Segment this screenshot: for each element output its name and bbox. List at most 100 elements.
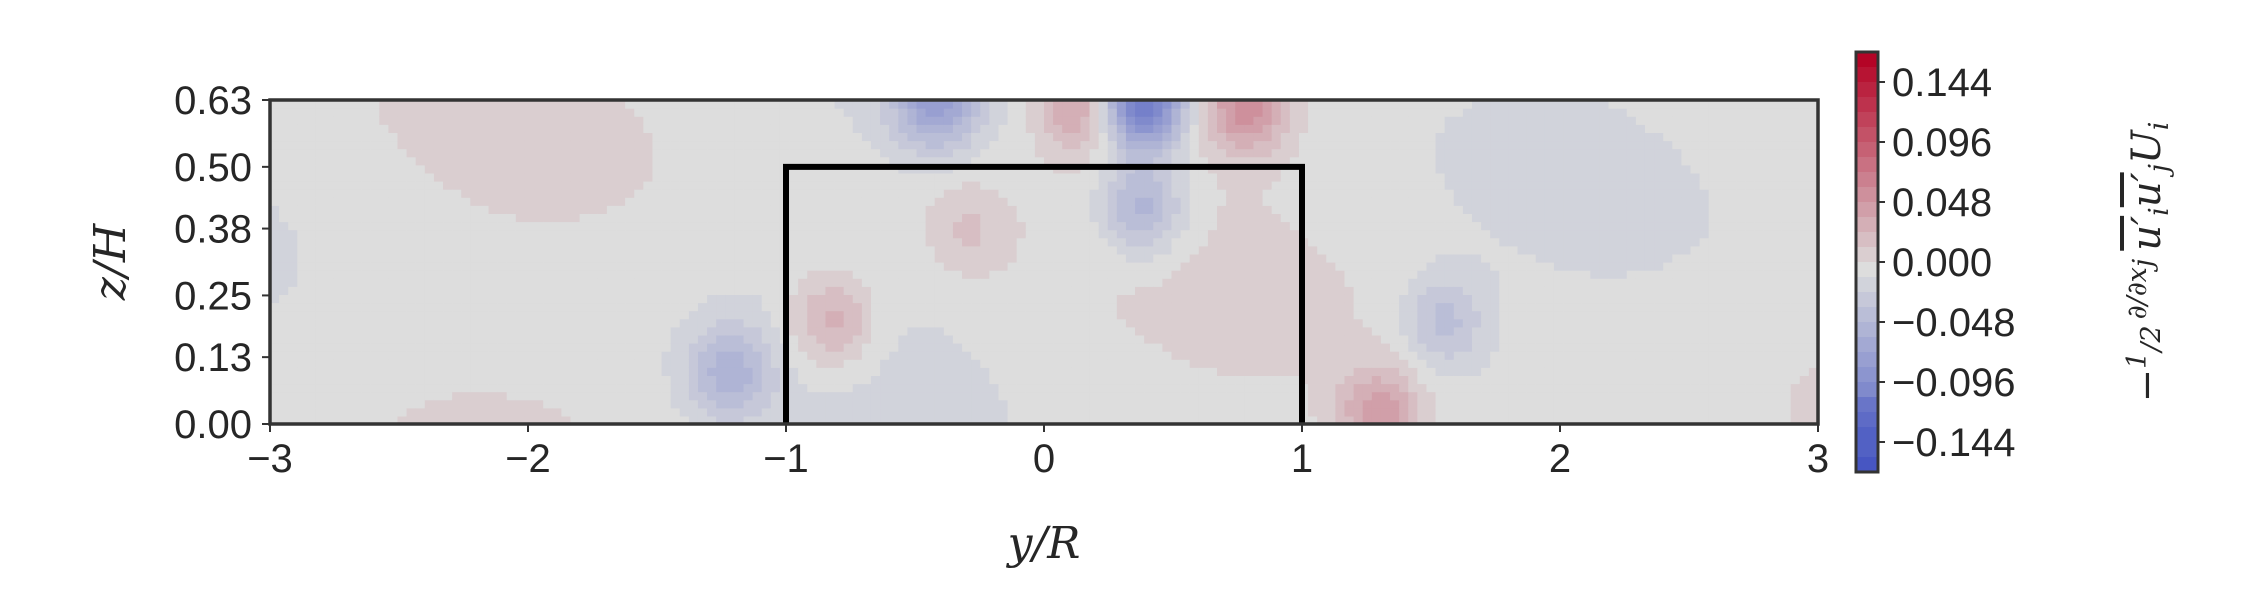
contour-cell: [1326, 140, 1336, 150]
contour-cell: [461, 399, 471, 409]
contour-cell: [406, 286, 417, 295]
contour-cell: [1071, 286, 1082, 295]
contour-cell: [606, 415, 617, 424]
contour-cell: [1053, 351, 1063, 360]
contour-cell: [561, 245, 572, 255]
contour-cell: [1198, 148, 1209, 158]
contour-cell: [306, 148, 317, 158]
contour-cell: [297, 294, 308, 304]
contour-cell: [670, 415, 681, 424]
contour-cell: [406, 172, 417, 182]
contour-cell: [670, 270, 681, 279]
contour-cell: [962, 383, 972, 393]
contour-cell: [1326, 156, 1336, 166]
contour-cell: [1235, 262, 1245, 271]
contour-cell: [670, 148, 681, 158]
contour-cell: [461, 245, 471, 255]
contour-cell: [534, 399, 544, 409]
contour-cell: [588, 124, 599, 133]
contour-cell: [351, 310, 362, 320]
contour-cell: [1034, 262, 1045, 271]
contour-cell: [1262, 172, 1273, 182]
contour-cell: [634, 262, 644, 271]
contour-cell: [807, 172, 817, 182]
contour-cell: [625, 213, 635, 223]
contour-cell: [907, 367, 918, 376]
contour-cell: [825, 302, 836, 312]
contour-cell: [998, 351, 1009, 360]
contour-cell: [424, 108, 435, 117]
contour-cell: [1262, 415, 1273, 424]
contour-cell: [880, 140, 890, 150]
contour-cell: [1180, 197, 1191, 206]
contour-cell: [606, 262, 617, 271]
contour-cell: [1308, 140, 1318, 150]
contour-cell: [479, 245, 490, 255]
contour-cell: [443, 197, 453, 206]
contour-cell: [1089, 415, 1100, 424]
contour-cell: [1107, 359, 1118, 368]
contour-cell: [962, 197, 972, 206]
contour-cell: [606, 213, 617, 223]
contour-cell: [761, 189, 772, 198]
contour-cell: [470, 100, 481, 109]
contour-cell: [297, 229, 308, 239]
contour-cell: [889, 367, 899, 376]
contour-cell: [333, 375, 344, 385]
contour-cell: [333, 221, 344, 231]
contour-cell: [1235, 132, 1245, 142]
contour-cell: [1317, 334, 1327, 344]
contour-cell: [934, 310, 945, 320]
contour-cell: [1025, 383, 1036, 393]
contour-cell: [1317, 172, 1327, 182]
contour-cell: [524, 108, 535, 117]
contour-cell: [770, 294, 781, 304]
contour-cell: [1107, 310, 1118, 320]
contour-cell: [670, 399, 681, 409]
contour-cell: [270, 310, 280, 320]
contour-cell: [1289, 367, 1300, 376]
contour-cell: [470, 326, 481, 336]
contour-cell: [1380, 407, 1391, 417]
contour-cell: [479, 132, 490, 142]
contour-cell: [1353, 375, 1364, 385]
contour-cell: [1207, 286, 1218, 295]
contour-cell: [543, 415, 553, 424]
contour-cell: [1025, 310, 1036, 320]
contour-cell: [524, 270, 535, 279]
contour-cell: [889, 197, 899, 206]
contour-cell: [998, 140, 1009, 150]
contour-cell: [1317, 367, 1327, 376]
contour-cell: [479, 278, 490, 287]
contour-cell: [370, 213, 380, 223]
contour-cell: [342, 213, 353, 223]
contour-cell: [1390, 100, 1400, 109]
contour-cell: [534, 229, 544, 239]
contour-cell: [1034, 253, 1045, 263]
contour-cell: [1180, 229, 1191, 239]
contour-cell: [725, 221, 735, 231]
contour-cell: [870, 270, 881, 279]
contour-cell: [980, 197, 990, 206]
contour-cell: [971, 189, 981, 198]
contour-cell: [634, 116, 644, 125]
contour-cell: [1207, 253, 1218, 263]
contour-cell: [716, 367, 726, 376]
contour-cell: [1062, 100, 1072, 109]
contour-cell: [925, 351, 936, 360]
contour-cell: [497, 181, 508, 190]
contour-cell: [916, 343, 927, 352]
contour-cell: [789, 172, 799, 182]
contour-cell: [1189, 310, 1200, 320]
contour-cell: [1344, 205, 1355, 214]
contour-cell: [998, 262, 1009, 271]
contour-cell: [424, 164, 435, 174]
contour-cell: [452, 262, 462, 271]
contour-cell: [1344, 334, 1355, 344]
contour-cell: [1326, 407, 1336, 417]
contour-cell: [1171, 124, 1182, 133]
contour-cell: [1116, 237, 1127, 247]
contour-cell: [752, 237, 763, 247]
contour-cell: [1326, 367, 1336, 376]
contour-cell: [1116, 262, 1127, 271]
